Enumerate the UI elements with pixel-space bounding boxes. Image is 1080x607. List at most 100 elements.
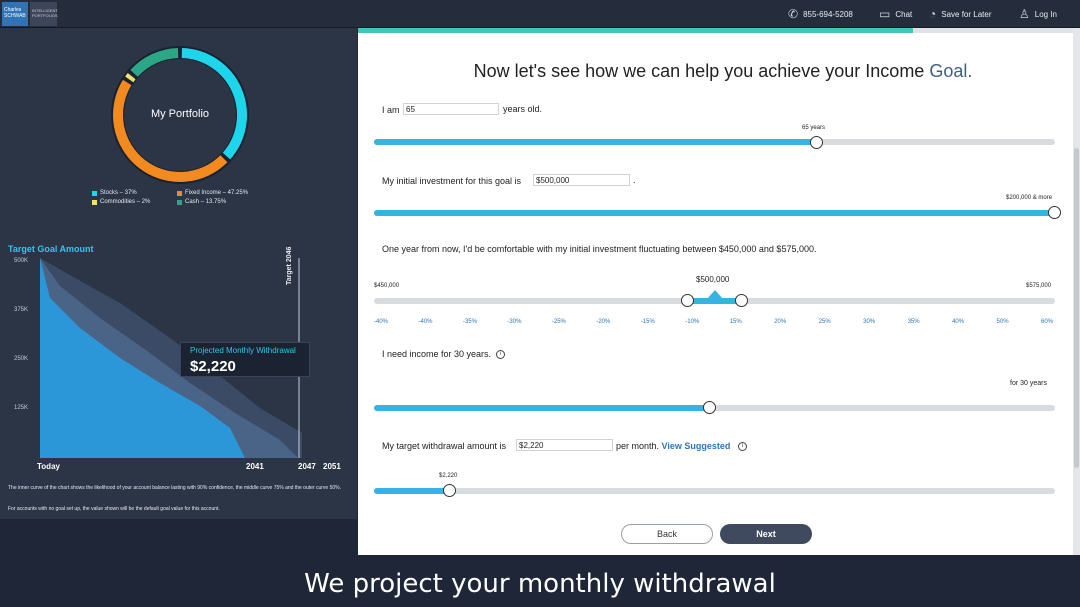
x-tick-2051: 2051 xyxy=(323,462,341,471)
y-tick-500k: 500K xyxy=(14,258,29,264)
portfolio-donut-chart xyxy=(111,46,249,184)
fluctuation-percent-label: -20% xyxy=(596,319,611,325)
fluctuation-percent-label: -15% xyxy=(640,319,655,325)
withdrawal-slider-track[interactable] xyxy=(374,488,1055,494)
fluctuation-text: One year from now, I'd be comfortable wi… xyxy=(382,244,817,254)
x-tick-2041: 2041 xyxy=(246,462,264,471)
goal-area-chart xyxy=(40,258,302,458)
target-goal-title: Target Goal Amount xyxy=(8,244,94,254)
x-tick-today: Today xyxy=(37,462,60,471)
donut-slice-1 xyxy=(113,79,228,182)
page-scrollbar[interactable] xyxy=(1073,28,1080,555)
inner-curve-area xyxy=(40,258,245,458)
phone-icon: ✆ xyxy=(788,7,799,21)
income-years-slider-label: for 30 years xyxy=(1010,380,1047,387)
donut-slice-2 xyxy=(125,73,136,83)
income-years-slider-thumb[interactable] xyxy=(703,401,716,414)
donut-slice-0 xyxy=(181,48,247,160)
user-icon: ♙ xyxy=(1019,7,1030,21)
fluctuation-min-label: $450,000 xyxy=(374,283,400,289)
fluctuation-percent-label: -10% xyxy=(685,319,700,325)
donut-slice-3 xyxy=(130,48,179,77)
fluctuation-min-thumb[interactable] xyxy=(681,294,694,307)
fluctuation-center-marker xyxy=(707,290,723,299)
schwab-logo[interactable]: Charles SCHWAB xyxy=(2,2,28,26)
phone-link[interactable]: ✆ 855-694-5208 xyxy=(788,0,853,28)
x-tick-2047: 2047 xyxy=(298,462,316,471)
legend-commodities: Commodities – 2% xyxy=(92,199,150,205)
fluctuation-percent-label: -35% xyxy=(462,319,477,325)
fluctuation-percent-label: 30% xyxy=(863,319,876,325)
phone-number: 855-694-5208 xyxy=(803,9,853,19)
investment-suffix: . xyxy=(633,175,636,185)
fluctuation-percent-label: -25% xyxy=(551,319,566,325)
portfolio-title: My Portfolio xyxy=(150,108,210,120)
save-for-later-button[interactable]: ◔ Save for Later xyxy=(929,0,992,28)
age-suffix: years old. xyxy=(503,104,543,114)
next-button[interactable]: Next xyxy=(720,524,812,544)
investment-prefix: My initial investment for this goal is xyxy=(382,176,522,186)
chat-button[interactable]: ▭ Chat xyxy=(879,0,912,28)
legend-fixed-income: Fixed Income – 47.25% xyxy=(177,190,248,196)
fluctuation-percent-label: -30% xyxy=(507,319,522,325)
save-icon: ◔ xyxy=(929,7,937,21)
projected-withdrawal-tooltip: Projected Monthly Withdrawal $2,220 xyxy=(180,342,310,377)
withdrawal-slider-label: $2,220 xyxy=(439,473,458,479)
age-slider-thumb[interactable] xyxy=(810,136,823,149)
page-heading: Now let's see how we can help you achiev… xyxy=(473,61,973,81)
age-prefix: I am xyxy=(382,105,400,115)
chart-note-curves: The inner curve of the chart shows the l… xyxy=(8,485,341,491)
chat-label: Chat xyxy=(895,9,913,19)
fluctuation-percent-label: 15% xyxy=(729,319,742,325)
back-button[interactable]: Back xyxy=(621,524,713,544)
fluctuation-percent-label: 50% xyxy=(996,319,1009,325)
income-years-slider-fill xyxy=(374,405,710,411)
legend-stocks: Stocks – 37% xyxy=(92,190,137,196)
investment-slider-thumb[interactable] xyxy=(1048,206,1061,219)
fluctuation-percent-label: 20% xyxy=(774,319,787,325)
fluctuation-percent-label: 35% xyxy=(907,319,920,325)
intelligent-portfolios-logo[interactable]: INTELLIGENT PORTFOLIOS xyxy=(30,2,58,26)
withdrawal-prefix: My target withdrawal amount is xyxy=(382,441,507,451)
fluctuation-max-thumb[interactable] xyxy=(735,294,748,307)
fluctuation-center-label: $500,000 xyxy=(696,275,730,284)
withdrawal-info-icon[interactable]: i xyxy=(737,442,747,452)
login-button[interactable]: ♙ Log In xyxy=(1019,0,1057,28)
video-caption: We project your monthly withdrawal xyxy=(0,555,1080,607)
fluctuation-percent-label: 60% xyxy=(1041,319,1054,325)
tooltip-value: $2,220 xyxy=(190,358,236,375)
y-tick-125k: 125K xyxy=(14,405,29,411)
investment-input[interactable] xyxy=(533,174,630,186)
fluctuation-percent-label: -40% xyxy=(418,319,433,325)
view-suggested-link[interactable]: View Suggested xyxy=(661,441,731,451)
fluctuation-range-fill xyxy=(687,298,741,304)
save-label: Save for Later xyxy=(941,9,992,19)
progress-complete xyxy=(358,28,913,33)
chat-icon: ▭ xyxy=(879,7,891,21)
age-slider-label: 65 years xyxy=(802,125,826,131)
fluctuation-percent-label: 40% xyxy=(952,319,965,325)
scrollbar-thumb[interactable] xyxy=(1074,148,1079,468)
income-years-text: I need income for 30 years. i xyxy=(382,349,506,360)
fluctuation-percent-label: 25% xyxy=(818,319,831,325)
progress-remaining xyxy=(913,28,1073,33)
goal-form-panel: Now let's see how we can help you achiev… xyxy=(358,28,1073,555)
fluctuation-percent-label: -40% xyxy=(374,319,389,325)
target-year-label: Target 2046 xyxy=(286,246,293,285)
tooltip-label: Projected Monthly Withdrawal xyxy=(190,346,296,355)
y-tick-375k: 375K xyxy=(14,307,29,313)
fluctuation-max-label: $575,000 xyxy=(1026,283,1052,289)
age-input[interactable] xyxy=(403,103,499,115)
withdrawal-slider-fill xyxy=(374,488,450,494)
withdrawal-slider-thumb[interactable] xyxy=(443,484,456,497)
top-bar: Charles SCHWAB INTELLIGENT PORTFOLIOS ✆ … xyxy=(0,0,1080,28)
withdrawal-suffix: per month. View Suggested i xyxy=(616,441,747,452)
y-tick-250k: 250K xyxy=(14,356,29,362)
legend-cash: Cash – 13.75% xyxy=(177,199,226,205)
withdrawal-input[interactable] xyxy=(516,439,613,451)
income-years-info-icon[interactable]: i xyxy=(496,350,506,360)
login-label: Log In xyxy=(1034,9,1058,19)
age-slider-fill xyxy=(374,139,817,145)
investment-slider-label: $200,000 & more xyxy=(1006,195,1053,201)
chart-note-default: For accounts with no goal set up, the va… xyxy=(8,506,220,512)
